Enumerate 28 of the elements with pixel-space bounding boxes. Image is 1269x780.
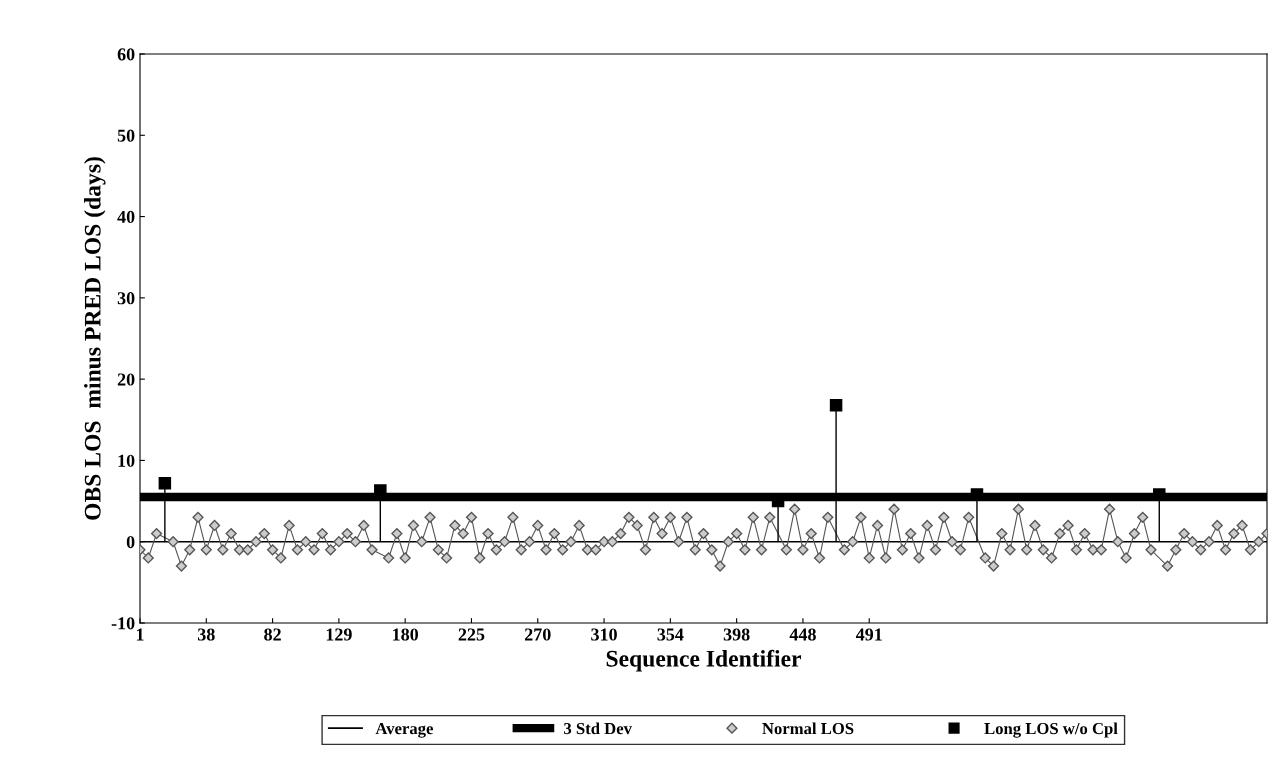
x-tick-label: 448 [789, 628, 816, 641]
x-tick-label: 38 [197, 628, 215, 641]
point [829, 398, 843, 412]
y-axis-title: OBS LOS minus PRED LOS (days) [84, 157, 106, 520]
y-tick-label: 60 [117, 48, 135, 61]
x-tick-label: 1 [136, 628, 144, 641]
y-tick-label: 40 [117, 210, 135, 224]
x-axis-title: Sequence Identifier [606, 649, 802, 672]
y-tick-label: 10 [118, 454, 135, 467]
x-tick-label: 354 [657, 628, 684, 641]
legend-label: 3 Std Dev [564, 722, 632, 735]
x-tick-label: 398 [723, 628, 750, 641]
x-tick-label: 491 [855, 628, 882, 641]
y-tick-label: -10 [111, 617, 135, 630]
x-tick-label: 129 [326, 628, 352, 641]
legend-label: Average [375, 722, 433, 738]
x-tick-label: 180 [393, 628, 419, 641]
x-tick-label: 82 [264, 628, 281, 641]
legend-label: Normal LOS [762, 722, 854, 735]
legend-label: Long LOS w/o Cpl [984, 722, 1118, 738]
y-tick-label: 30 [117, 292, 135, 305]
y-tick-label: 0 [126, 535, 135, 549]
x-tick-label: 225 [458, 628, 485, 641]
x-tick-label: 270 [524, 628, 551, 641]
x-tick-label: 310 [591, 628, 617, 641]
y-tick-label: 50 [117, 129, 135, 142]
y-tick-label: 20 [117, 373, 135, 386]
point [158, 476, 172, 490]
